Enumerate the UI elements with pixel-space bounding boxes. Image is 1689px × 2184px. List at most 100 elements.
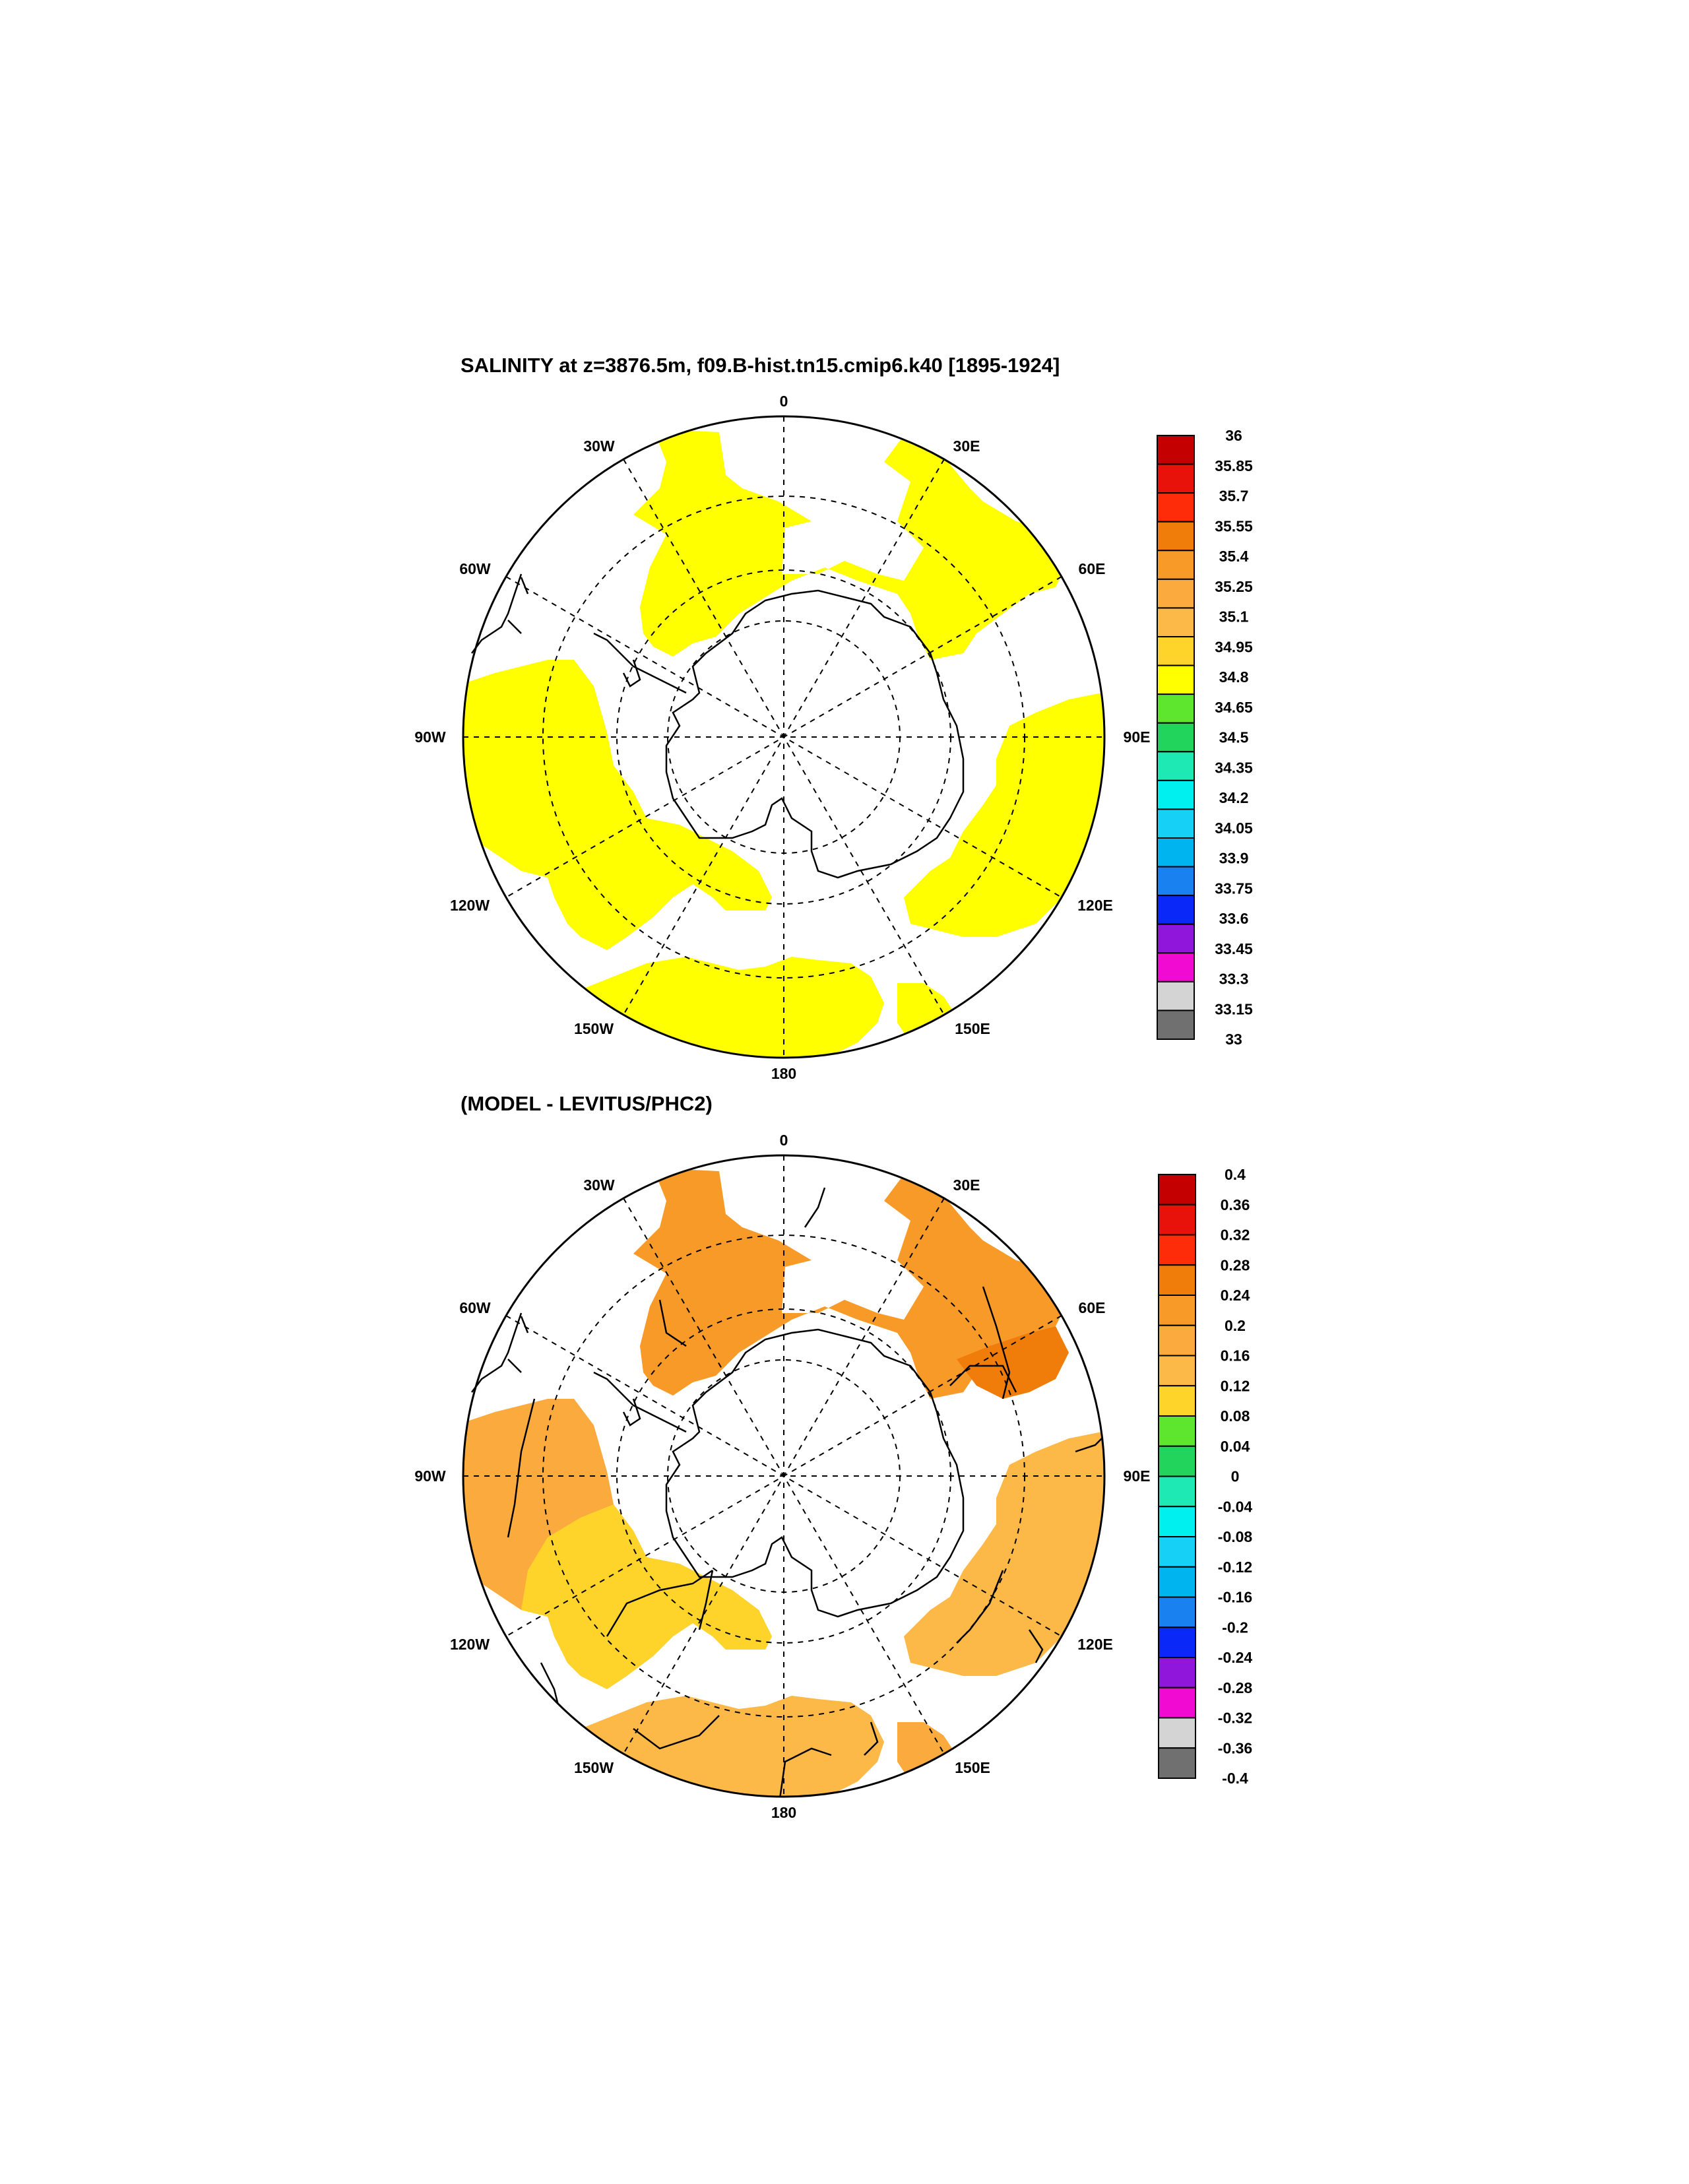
lon-label-90w: 90W [414,728,446,746]
colorbar-tick-label: -0.24 [1218,1649,1253,1666]
colorbar-tick-label: 35.1 [1219,608,1249,626]
colorbar-tick-label: 0.32 [1221,1227,1250,1244]
colorbar-swatch [1158,1657,1196,1688]
difference-lon-labels: 0 30E 60E 90E 120E 150E 180 150W 120W 90… [414,1132,1150,1821]
colorbar-tick-label: 0.24 [1221,1287,1250,1304]
colorbar-tick-label: 0.36 [1221,1196,1250,1213]
lon-label-0: 0 [780,1132,788,1149]
colorbar-swatch [1157,664,1195,695]
lon-label-30w: 30W [583,1176,615,1194]
lon-label-60e: 60E [1079,1299,1106,1316]
colorbar-swatch [1157,952,1195,982]
colorbar-swatch [1158,1385,1196,1417]
salinity-region-east [904,693,1104,937]
colorbar-swatch [1157,463,1195,494]
salinity-map-border [462,415,1106,1059]
lon-label-90w: 90W [414,1467,446,1485]
lon-label-120w: 120W [450,1636,490,1653]
colorbar-swatch [1158,1415,1196,1447]
colorbar-swatch [1158,1506,1196,1537]
colorbar-swatch [1157,492,1195,523]
colorbar-tick-label: -0.16 [1218,1589,1252,1606]
colorbar-swatch [1158,1475,1196,1508]
colorbar-swatch [1157,435,1195,465]
colorbar-swatch [1158,1234,1196,1266]
colorbar-tick-label: 35.7 [1219,488,1249,505]
colorbar-swatch [1158,1747,1196,1779]
salinity-graticule [463,416,1104,1058]
salinity-title: SALINITY at z=3876.5m, f09.B-hist.tn15.c… [461,354,1060,377]
colorbar-swatch [1158,1204,1196,1236]
colorbar-swatch [1158,1324,1196,1357]
colorbar-tick-label: 33.6 [1219,910,1249,927]
colorbar-swatch [1157,578,1195,609]
difference-map-border [462,1154,1106,1798]
colorbar-tick-label: 33.15 [1215,1000,1253,1017]
lon-label-30e: 30E [953,1176,980,1194]
lon-label-150w: 150W [574,1759,614,1776]
colorbar-tick-label: -0.12 [1218,1558,1252,1576]
colorbar-swatch [1158,1295,1196,1326]
colorbar-tick-label: 34.5 [1219,729,1249,746]
colorbar-swatch [1157,751,1195,781]
colorbar-swatch [1157,980,1195,1012]
difference-region-east [904,1432,1104,1676]
colorbar-tick-label: 0 [1231,1468,1240,1485]
colorbar-tick-label: 33.75 [1215,880,1253,897]
colorbar-tick-label: 0.12 [1221,1377,1250,1394]
colorbar-tick-label: -0.36 [1218,1739,1252,1756]
lon-label-60e: 60E [1079,560,1106,577]
lon-label-90e: 90E [1124,728,1151,746]
colorbar-tick-label: -0.04 [1218,1498,1253,1515]
difference-title: (MODEL - LEVITUS/PHC2) [461,1092,713,1115]
lon-label-30e: 30E [953,437,980,455]
lon-label-150e: 150E [955,1759,990,1776]
lon-label-150w: 150W [574,1020,614,1037]
colorbar-tick-label: 35.85 [1215,457,1253,474]
difference-region-west-weak [521,1504,772,1689]
colorbar-swatch [1158,1596,1196,1628]
salinity-map: 0 30E 60E 90E 120E 150E 180 150W 120W 90… [414,393,1150,1082]
colorbar-tick-label: 0.16 [1221,1347,1250,1365]
difference-region-atlantic [633,1168,1069,1399]
colorbar-swatch [1158,1355,1196,1387]
lon-label-180: 180 [771,1065,796,1082]
colorbar-swatch [1158,1686,1196,1719]
south-america-tip [471,573,529,654]
colorbar-tick-label: -0.08 [1218,1528,1253,1545]
colorbar-tick-label: 34.8 [1219,668,1249,686]
colorbar-swatch [1158,1566,1196,1598]
colorbar-tick-label: 36 [1225,427,1242,444]
colorbar-tick-label: 0.08 [1221,1407,1250,1425]
difference-colorbar: 0.4 0.36 0.32 0.28 0.24 0.2 0.16 0.12 0.08 0.04 0 -… [1158,1166,1253,1787]
difference-fill [463,1168,1104,1797]
colorbar-swatch [1158,1445,1196,1477]
colorbar-swatch [1157,636,1195,666]
colorbar-swatch [1157,779,1195,810]
colorbar-swatch [1157,722,1195,753]
antarctica-coastline-2 [665,1328,965,1618]
lon-label-0: 0 [780,393,788,410]
colorbar-tick-label: -0.28 [1218,1679,1253,1696]
colorbar-swatch [1157,521,1195,552]
colorbar-swatch [1158,1536,1196,1568]
lon-label-120w: 120W [450,897,490,914]
colorbar-swatch [1157,895,1195,925]
colorbar-tick-label: 0.28 [1221,1256,1250,1273]
lon-label-30w: 30W [583,437,615,455]
south-america-tip-2 [471,1312,529,1393]
colorbar-tick-label: -0.4 [1222,1770,1248,1787]
colorbar-tick-label: 33 [1225,1031,1242,1048]
difference-map: 0 30E 60E 90E 120E 150E 180 150W 120W 90… [414,1132,1150,1821]
colorbar-swatch [1157,837,1195,868]
colorbar-swatch [1157,1010,1195,1041]
colorbar-tick-label: -0.2 [1222,1619,1248,1636]
colorbar-tick-label: 34.65 [1215,699,1253,716]
colorbar-swatch [1157,923,1195,954]
difference-graticule [463,1155,1104,1797]
colorbar-swatch [1157,866,1195,897]
difference-region-60e [957,1326,1069,1399]
colorbar-tick-label: 34.35 [1215,759,1253,776]
lon-label-180: 180 [771,1804,796,1821]
salinity-region-atlantic [633,429,1069,660]
